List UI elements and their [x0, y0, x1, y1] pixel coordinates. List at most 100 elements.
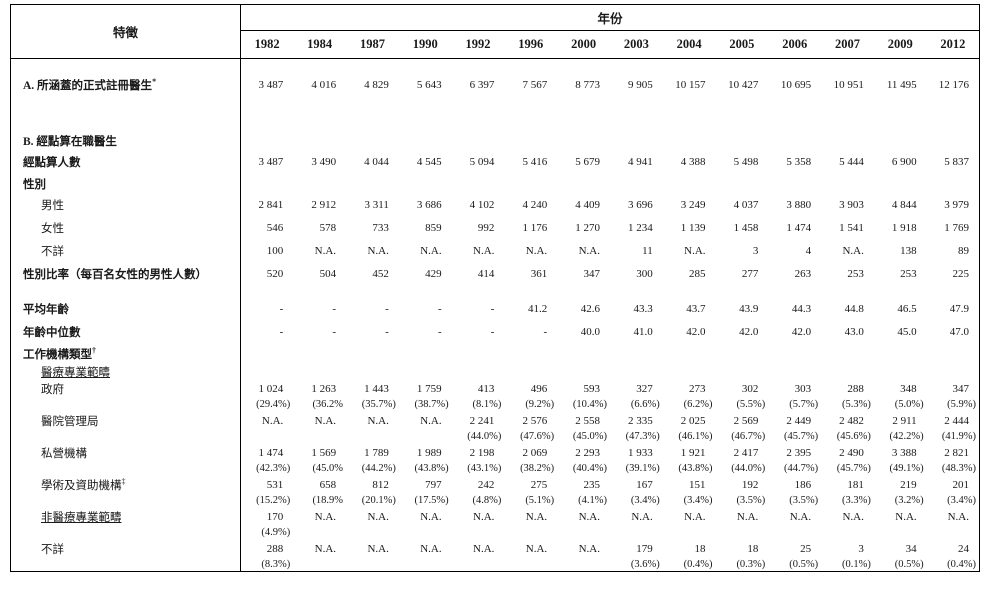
value-cell: 2 558 [575, 414, 600, 427]
value-cell: 6 900 [891, 156, 917, 168]
value-cell: 253 [847, 268, 864, 280]
value-cell: 4 545 [416, 156, 442, 168]
year-column-header: 1996 [504, 30, 558, 59]
percentage-cell: (42.3%) [256, 463, 291, 474]
value-cell: 46.5 [897, 303, 917, 315]
value-cell: N.A. [578, 542, 600, 555]
value-cell: 5 679 [575, 156, 600, 168]
value-cell: 496 [530, 382, 548, 395]
value-cell: 219 [900, 478, 917, 491]
value-cell: 658 [319, 478, 337, 491]
percentage-cell: (44.7%) [783, 463, 819, 474]
value-cell: 414 [477, 268, 495, 280]
percentage-cell: (42.2%) [889, 431, 924, 442]
year-column-header: 2000 [557, 30, 610, 59]
percentage-cell: (3.4%) [947, 495, 976, 506]
value-cell: 3 696 [628, 199, 653, 211]
value-cell: 43.3 [633, 303, 653, 315]
percentage-cell: (49.1%) [889, 463, 924, 474]
value-cell: 2 444 [944, 414, 969, 427]
value-cell: 520 [266, 268, 284, 280]
value-cell: 2 821 [944, 446, 969, 459]
value-cell: - [385, 326, 389, 338]
value-cell: - [437, 326, 442, 338]
row-label: 性別 [10, 173, 241, 194]
value-cell: 1 176 [522, 222, 548, 234]
year-column-header: 2009 [873, 30, 927, 59]
percentage-cell: (44.0%) [731, 463, 766, 474]
table-row: 平均年齡 - - - - - 41.2 42.6 43.3 43.7 43.9 44.3 44.8 46.… [10, 297, 980, 321]
percentage-cell [241, 430, 294, 444]
row-label: 學術及資助機構‡ [10, 475, 241, 494]
value-cell: N.A. [367, 245, 389, 257]
percentage-cell: (8.3%) [261, 558, 291, 570]
value-cell: 413 [477, 382, 495, 395]
value-cell: N.A. [578, 510, 600, 523]
row-label: A. 所涵蓋的正式註冊醫生* [10, 58, 241, 111]
row-label: 性別比率（每百名女性的男性人數） [10, 262, 241, 286]
value-cell: 277 [741, 268, 759, 280]
value-cell: 4 240 [522, 199, 548, 211]
percentage-cell: (45.7%) [836, 463, 871, 474]
percentage-cell: (9.2%) [525, 399, 555, 410]
value-cell: 303 [794, 382, 812, 395]
percentage-cell: (38.7%) [414, 399, 449, 410]
row-label: 私營機構 [10, 443, 241, 462]
value-cell: N.A. [789, 510, 812, 523]
value-cell: N.A. [314, 414, 337, 427]
row-label: 醫院管理局 [10, 411, 241, 430]
value-cell: 275 [530, 478, 548, 491]
value-cell: N.A. [261, 414, 284, 427]
percentage-cell: (45.0% [312, 463, 344, 474]
value-cell: 43.9 [739, 303, 759, 315]
value-cell: 7 567 [522, 78, 548, 91]
percentage-cell: (4.9%) [261, 527, 291, 538]
row-label: 年齡中位數 [10, 320, 241, 344]
value-cell: 170 [266, 510, 284, 523]
year-column-header: 1992 [451, 30, 505, 59]
value-cell: 242 [477, 478, 495, 491]
value-cell: 1 541 [839, 222, 864, 234]
value-cell: 1 474 [258, 446, 284, 459]
percentage-cell [874, 526, 927, 540]
percentage-cell: (44.2%) [361, 463, 396, 474]
value-cell: N.A. [367, 510, 389, 523]
value-cell: 4 037 [733, 199, 759, 211]
percentage-cell: (48.3%) [941, 463, 976, 474]
value-cell: 797 [425, 478, 442, 491]
value-cell: N.A. [842, 510, 864, 523]
percentage-cell: (18.9% [312, 495, 344, 506]
value-cell: 3 979 [944, 199, 969, 211]
value-cell: 2 569 [733, 414, 759, 427]
value-cell: 8 773 [575, 78, 600, 91]
value-cell: 47.0 [949, 326, 969, 338]
value-cell: 2 911 [892, 414, 917, 427]
value-cell: 2 417 [733, 446, 759, 459]
percentage-cell: (3.4%) [630, 495, 660, 506]
percentage-cell: (3.5%) [736, 495, 766, 506]
value-cell: - [543, 326, 548, 338]
percentage-row: (4.9%) [10, 525, 980, 540]
value-cell: 4 409 [575, 199, 600, 211]
percentage-cell: (46.7%) [731, 431, 766, 442]
value-cell: N.A. [367, 542, 389, 555]
table-row: 不詳 100 N.A. N.A. N.A. N.A. N.A. N.A. 11 N.A. 3 4 N.A… [10, 239, 980, 263]
percentage-cell: (6.6%) [630, 399, 660, 410]
percentage-cell: (0.4%) [683, 558, 713, 570]
table-row: 工作機構類型† [10, 343, 980, 364]
row-label: 不詳 [10, 539, 241, 558]
value-cell: 3 487 [258, 78, 284, 91]
percentage-cell: (0.5%) [894, 558, 924, 570]
value-cell: 285 [689, 268, 706, 280]
value-cell: 5 094 [469, 156, 495, 168]
percentage-cell [821, 526, 874, 540]
value-cell: 1 569 [311, 446, 337, 459]
row-label [10, 557, 241, 572]
value-cell: 3 [752, 245, 759, 257]
row-label [10, 525, 241, 540]
value-cell: 1 263 [311, 382, 337, 395]
value-cell: 347 [583, 268, 600, 280]
percentage-cell: (4.1%) [578, 495, 607, 506]
percentage-cell [716, 526, 769, 540]
row-label [10, 110, 241, 131]
